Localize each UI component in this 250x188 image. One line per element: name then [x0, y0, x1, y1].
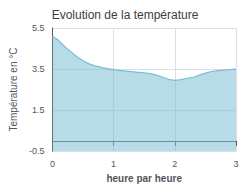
svg-text:0: 0: [50, 159, 55, 169]
svg-text:heure par heure: heure par heure: [106, 173, 182, 184]
svg-text:1.5: 1.5: [32, 105, 45, 115]
svg-text:Température en °C: Température en °C: [8, 48, 19, 132]
svg-text:2: 2: [172, 159, 177, 169]
svg-text:-0.5: -0.5: [29, 146, 45, 156]
svg-text:1: 1: [111, 159, 116, 169]
svg-text:3: 3: [233, 159, 238, 169]
svg-text:Evolution de la température: Evolution de la température: [52, 8, 199, 22]
svg-text:3.5: 3.5: [32, 64, 45, 74]
svg-text:5.5: 5.5: [32, 23, 45, 33]
